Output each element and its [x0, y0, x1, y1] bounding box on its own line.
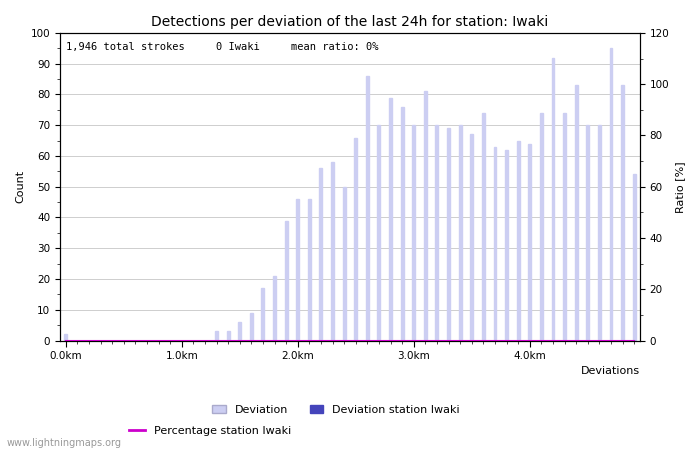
Bar [517, 140, 519, 341]
Bar [308, 199, 311, 341]
Bar [377, 125, 380, 341]
Bar [389, 98, 392, 341]
Y-axis label: Ratio [%]: Ratio [%] [675, 161, 685, 212]
Bar [575, 85, 577, 341]
Bar [366, 76, 369, 341]
Legend: Deviation, Deviation station Iwaki: Deviation, Deviation station Iwaki [208, 401, 464, 420]
Bar [447, 128, 450, 341]
Bar [528, 144, 531, 341]
Bar [262, 288, 265, 341]
Bar [273, 276, 276, 341]
Bar [331, 162, 334, 341]
Bar [458, 125, 461, 341]
Y-axis label: Count: Count [15, 170, 25, 203]
Text: www.lightningmaps.org: www.lightningmaps.org [7, 437, 122, 447]
Bar [412, 125, 415, 341]
Bar [587, 125, 589, 341]
Bar [470, 135, 473, 341]
Bar [552, 58, 554, 341]
Bar [354, 138, 357, 341]
X-axis label: Deviations: Deviations [581, 366, 640, 377]
Bar [343, 187, 346, 341]
Bar [215, 331, 218, 341]
Bar [435, 125, 438, 341]
Bar [64, 334, 67, 341]
Bar [296, 199, 299, 341]
Title: Detections per deviation of the last 24h for station: Iwaki: Detections per deviation of the last 24h… [151, 15, 549, 29]
Bar [505, 150, 508, 341]
Bar [610, 48, 612, 341]
Bar [285, 220, 288, 341]
Bar [563, 113, 566, 341]
Bar [540, 113, 542, 341]
Bar [621, 85, 624, 341]
Text: 1,946 total strokes     0 Iwaki     mean ratio: 0%: 1,946 total strokes 0 Iwaki mean ratio: … [66, 42, 378, 52]
Bar [250, 313, 253, 341]
Bar [633, 175, 636, 341]
Bar [482, 113, 485, 341]
Bar [598, 125, 601, 341]
Bar [424, 91, 427, 341]
Bar [400, 107, 404, 341]
Bar [319, 168, 323, 341]
Bar [227, 331, 230, 341]
Legend: Percentage station Iwaki: Percentage station Iwaki [124, 421, 296, 440]
Bar [238, 322, 242, 341]
Bar [494, 147, 496, 341]
